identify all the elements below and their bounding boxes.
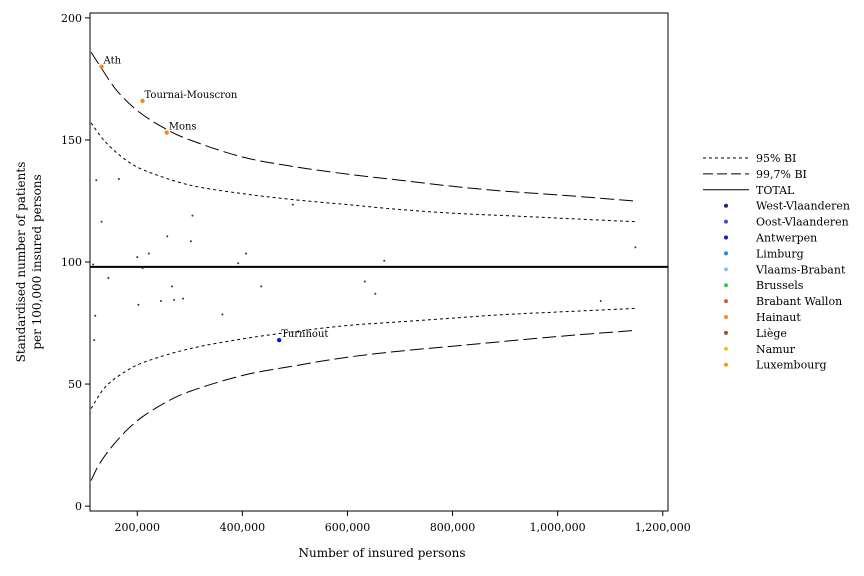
data-point bbox=[159, 300, 162, 303]
confidence-bands bbox=[90, 51, 636, 481]
legend-dot-swatch bbox=[724, 299, 728, 304]
legend-label: Luxembourg bbox=[756, 359, 827, 372]
legend-label: West-Vlaanderen bbox=[756, 200, 850, 213]
legend-dot-swatch bbox=[724, 330, 728, 335]
data-point bbox=[93, 339, 96, 342]
y-tick-label: 100 bbox=[61, 256, 82, 269]
legend-dot-swatch bbox=[724, 235, 728, 240]
data-point bbox=[170, 285, 173, 288]
data-point bbox=[117, 178, 120, 180]
x-tick-label: 600,000 bbox=[325, 521, 371, 534]
upper-95-band bbox=[90, 122, 636, 223]
legend-dot-swatch bbox=[724, 267, 728, 272]
x-tick-label: 800,000 bbox=[430, 521, 476, 534]
legend-label: Vlaams-Brabant bbox=[755, 263, 846, 276]
legend-label: Oost-Vlaanderen bbox=[756, 216, 849, 229]
data-point bbox=[260, 285, 263, 288]
data-points bbox=[92, 178, 637, 342]
point-label: Tournai-Mouscron bbox=[145, 90, 238, 101]
point-label: Turnhout bbox=[281, 329, 328, 340]
legend-label: 95% BI bbox=[756, 152, 796, 165]
lower-95-band bbox=[90, 307, 636, 409]
point-label: Mons bbox=[169, 122, 197, 133]
highlighted-point bbox=[276, 337, 282, 343]
data-point bbox=[166, 235, 169, 238]
y-tick-label: 50 bbox=[68, 378, 82, 391]
data-point bbox=[100, 220, 103, 223]
data-point bbox=[363, 280, 366, 283]
data-point bbox=[141, 267, 144, 270]
legend-label: Antwerpen bbox=[755, 232, 817, 245]
legend-label: Limburg bbox=[756, 247, 804, 260]
data-point bbox=[191, 214, 194, 217]
data-point bbox=[221, 313, 224, 316]
legend-dot-swatch bbox=[724, 346, 728, 351]
y-tick-label: 150 bbox=[61, 134, 82, 147]
data-point bbox=[245, 252, 248, 255]
data-point bbox=[137, 303, 140, 306]
legend-label: Liège bbox=[756, 327, 787, 340]
data-point bbox=[374, 292, 377, 295]
data-point bbox=[599, 300, 602, 303]
highlighted-point bbox=[140, 98, 145, 104]
legend-dot-swatch bbox=[724, 315, 728, 319]
data-point bbox=[136, 256, 139, 259]
data-point bbox=[634, 246, 637, 249]
data-point bbox=[92, 263, 95, 266]
x-tick-label: 1,000,000 bbox=[530, 521, 586, 534]
data-point bbox=[237, 262, 240, 265]
upper-99-7-band bbox=[90, 51, 636, 202]
legend-label: Brussels bbox=[756, 279, 804, 292]
legend-label: Hainaut bbox=[756, 311, 801, 324]
data-point bbox=[383, 259, 386, 262]
y-tick-label: 200 bbox=[61, 12, 82, 25]
legend-dot-swatch bbox=[724, 203, 728, 208]
y-tick-label: 0 bbox=[75, 500, 82, 513]
data-point bbox=[94, 314, 97, 317]
legend: 95% BI 99,7% BI TOTAL West-Vlaanderen Oost-V… bbox=[703, 152, 850, 372]
data-point bbox=[147, 252, 150, 255]
legend-dot-swatch bbox=[724, 283, 728, 288]
data-point bbox=[173, 298, 176, 301]
x-tick-label: 400,000 bbox=[220, 521, 266, 534]
x-tick-label: 200,000 bbox=[115, 521, 161, 534]
y-axis-label-line2: per 100,000 insured persons bbox=[30, 174, 44, 349]
lower-99-7-band bbox=[90, 329, 636, 481]
legend-dot-swatch bbox=[724, 362, 728, 367]
legend-label: TOTAL bbox=[756, 184, 795, 197]
plot-frame bbox=[89, 12, 669, 512]
legend-label: Brabant Wallon bbox=[756, 295, 842, 308]
data-point bbox=[95, 179, 98, 182]
legend-label: Namur bbox=[756, 343, 796, 356]
highlighted-point bbox=[99, 64, 104, 69]
data-point bbox=[182, 297, 185, 300]
data-point bbox=[291, 203, 294, 206]
x-axis-label: Number of insured persons bbox=[299, 546, 466, 560]
data-point bbox=[107, 276, 110, 279]
y-axis-label-line1: Standardised number of patients bbox=[14, 162, 28, 363]
highlighted-point bbox=[164, 130, 169, 135]
point-label: Ath bbox=[103, 56, 122, 67]
highlighted-points: Ath Tournai-Mouscron Mons Turnhout bbox=[99, 56, 328, 343]
legend-dot-swatch bbox=[724, 219, 728, 224]
legend-label: 99,7% BI bbox=[756, 168, 807, 181]
x-axis: 200,000 400,000 600,000 800,000 1,000,000 1,2… bbox=[115, 511, 691, 534]
y-axis: 0 50 100 150 200 bbox=[61, 12, 90, 513]
data-point bbox=[189, 240, 192, 243]
x-tick-label: 1,200,000 bbox=[635, 521, 691, 534]
legend-dot-swatch bbox=[724, 251, 728, 256]
